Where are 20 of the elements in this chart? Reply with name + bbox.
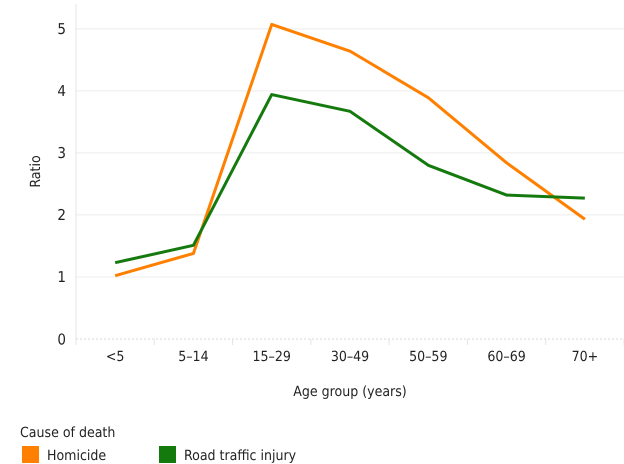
y-tick-label: 2 <box>57 206 66 224</box>
x-tick-label: 15–29 <box>252 349 291 365</box>
x-tick-label: 5–14 <box>178 349 209 365</box>
y-axis-title: Ratio <box>28 155 44 188</box>
x-tick-label: 70+ <box>572 349 598 365</box>
y-tick-label: 0 <box>57 330 66 348</box>
legend-label: Road traffic injury <box>184 448 297 464</box>
y-tick-label: 1 <box>57 268 66 286</box>
legend-label: Homicide <box>47 448 106 464</box>
x-tick-label: 50–59 <box>409 349 448 365</box>
y-tick-label: 5 <box>57 20 66 38</box>
x-tick-label: 30–49 <box>330 349 370 365</box>
legend-title: Cause of death <box>20 425 116 441</box>
line-series <box>114 93 586 264</box>
x-tick-label: 60–69 <box>487 349 526 365</box>
y-tick-label: 3 <box>57 144 66 162</box>
line-series <box>114 22 586 278</box>
x-axis-title: Age group (years) <box>293 384 407 400</box>
x-tick-label: <5 <box>106 349 124 365</box>
y-tick-label: 4 <box>57 82 66 100</box>
